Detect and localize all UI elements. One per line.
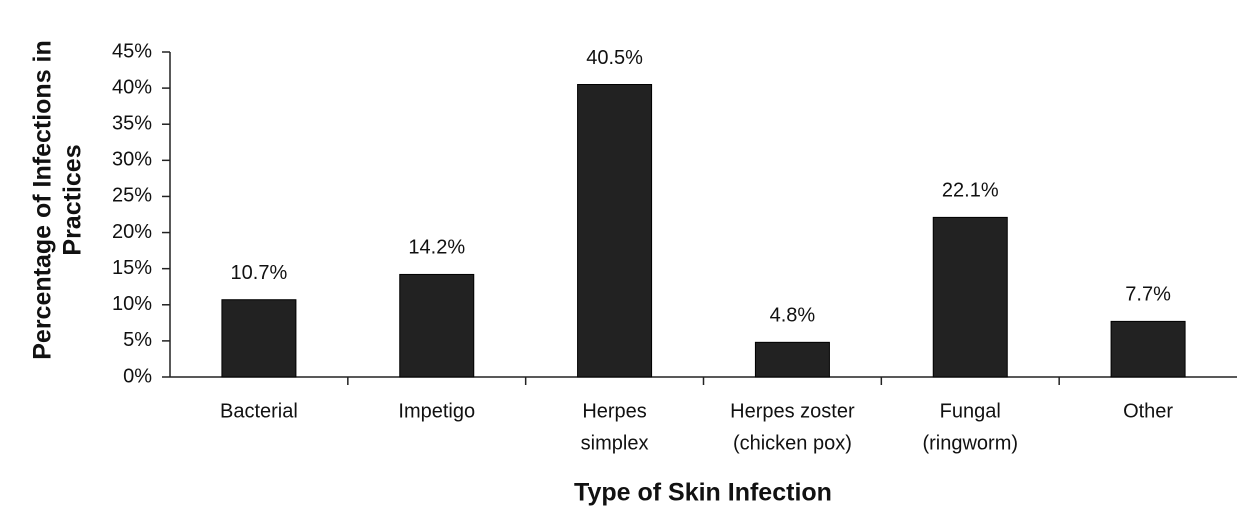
x-tick-label: Bacterial: [220, 400, 298, 422]
y-tick-label: 35%: [112, 113, 152, 135]
y-tick-label: 25%: [112, 185, 152, 207]
data-label: 10.7%: [231, 262, 288, 284]
y-tick-label: 5%: [123, 329, 152, 351]
data-label: 4.8%: [770, 305, 816, 327]
x-tick-label: (ringworm): [922, 432, 1018, 454]
x-tick-label: Other: [1123, 400, 1173, 422]
bar: [577, 84, 653, 378]
x-tick-label: Fungal: [940, 400, 1001, 422]
data-label: 40.5%: [586, 47, 643, 69]
y-label-group: Percentage of Infections in Practices: [29, 40, 87, 360]
x-tick-label: Impetigo: [398, 400, 475, 422]
bar: [221, 299, 297, 378]
y-axis-label: Practices: [59, 144, 87, 255]
x-tick-label: Herpes: [582, 400, 646, 422]
x-axis-label: Type of Skin Infection: [574, 479, 832, 507]
x-tick-label: simplex: [581, 432, 649, 454]
x-tick-label: (chicken pox): [733, 432, 852, 454]
bar: [754, 341, 830, 378]
y-tick-label: 10%: [112, 293, 152, 315]
data-label: 7.7%: [1125, 284, 1171, 306]
bar: [1110, 320, 1186, 378]
bar: [399, 273, 475, 378]
y-tick-label: 15%: [112, 257, 152, 279]
y-tick-label: 30%: [112, 149, 152, 171]
y-tick-label: 0%: [123, 365, 152, 387]
data-label: 22.1%: [942, 180, 999, 202]
bar: [932, 216, 1008, 378]
x-tick-label: Herpes zoster: [730, 400, 855, 422]
y-axis-label: Percentage of Infections in: [29, 40, 57, 360]
y-tick-label: 45%: [112, 40, 152, 62]
y-tick-label: 20%: [112, 221, 152, 243]
y-tick-label: 40%: [112, 76, 152, 98]
data-label: 14.2%: [408, 237, 465, 259]
